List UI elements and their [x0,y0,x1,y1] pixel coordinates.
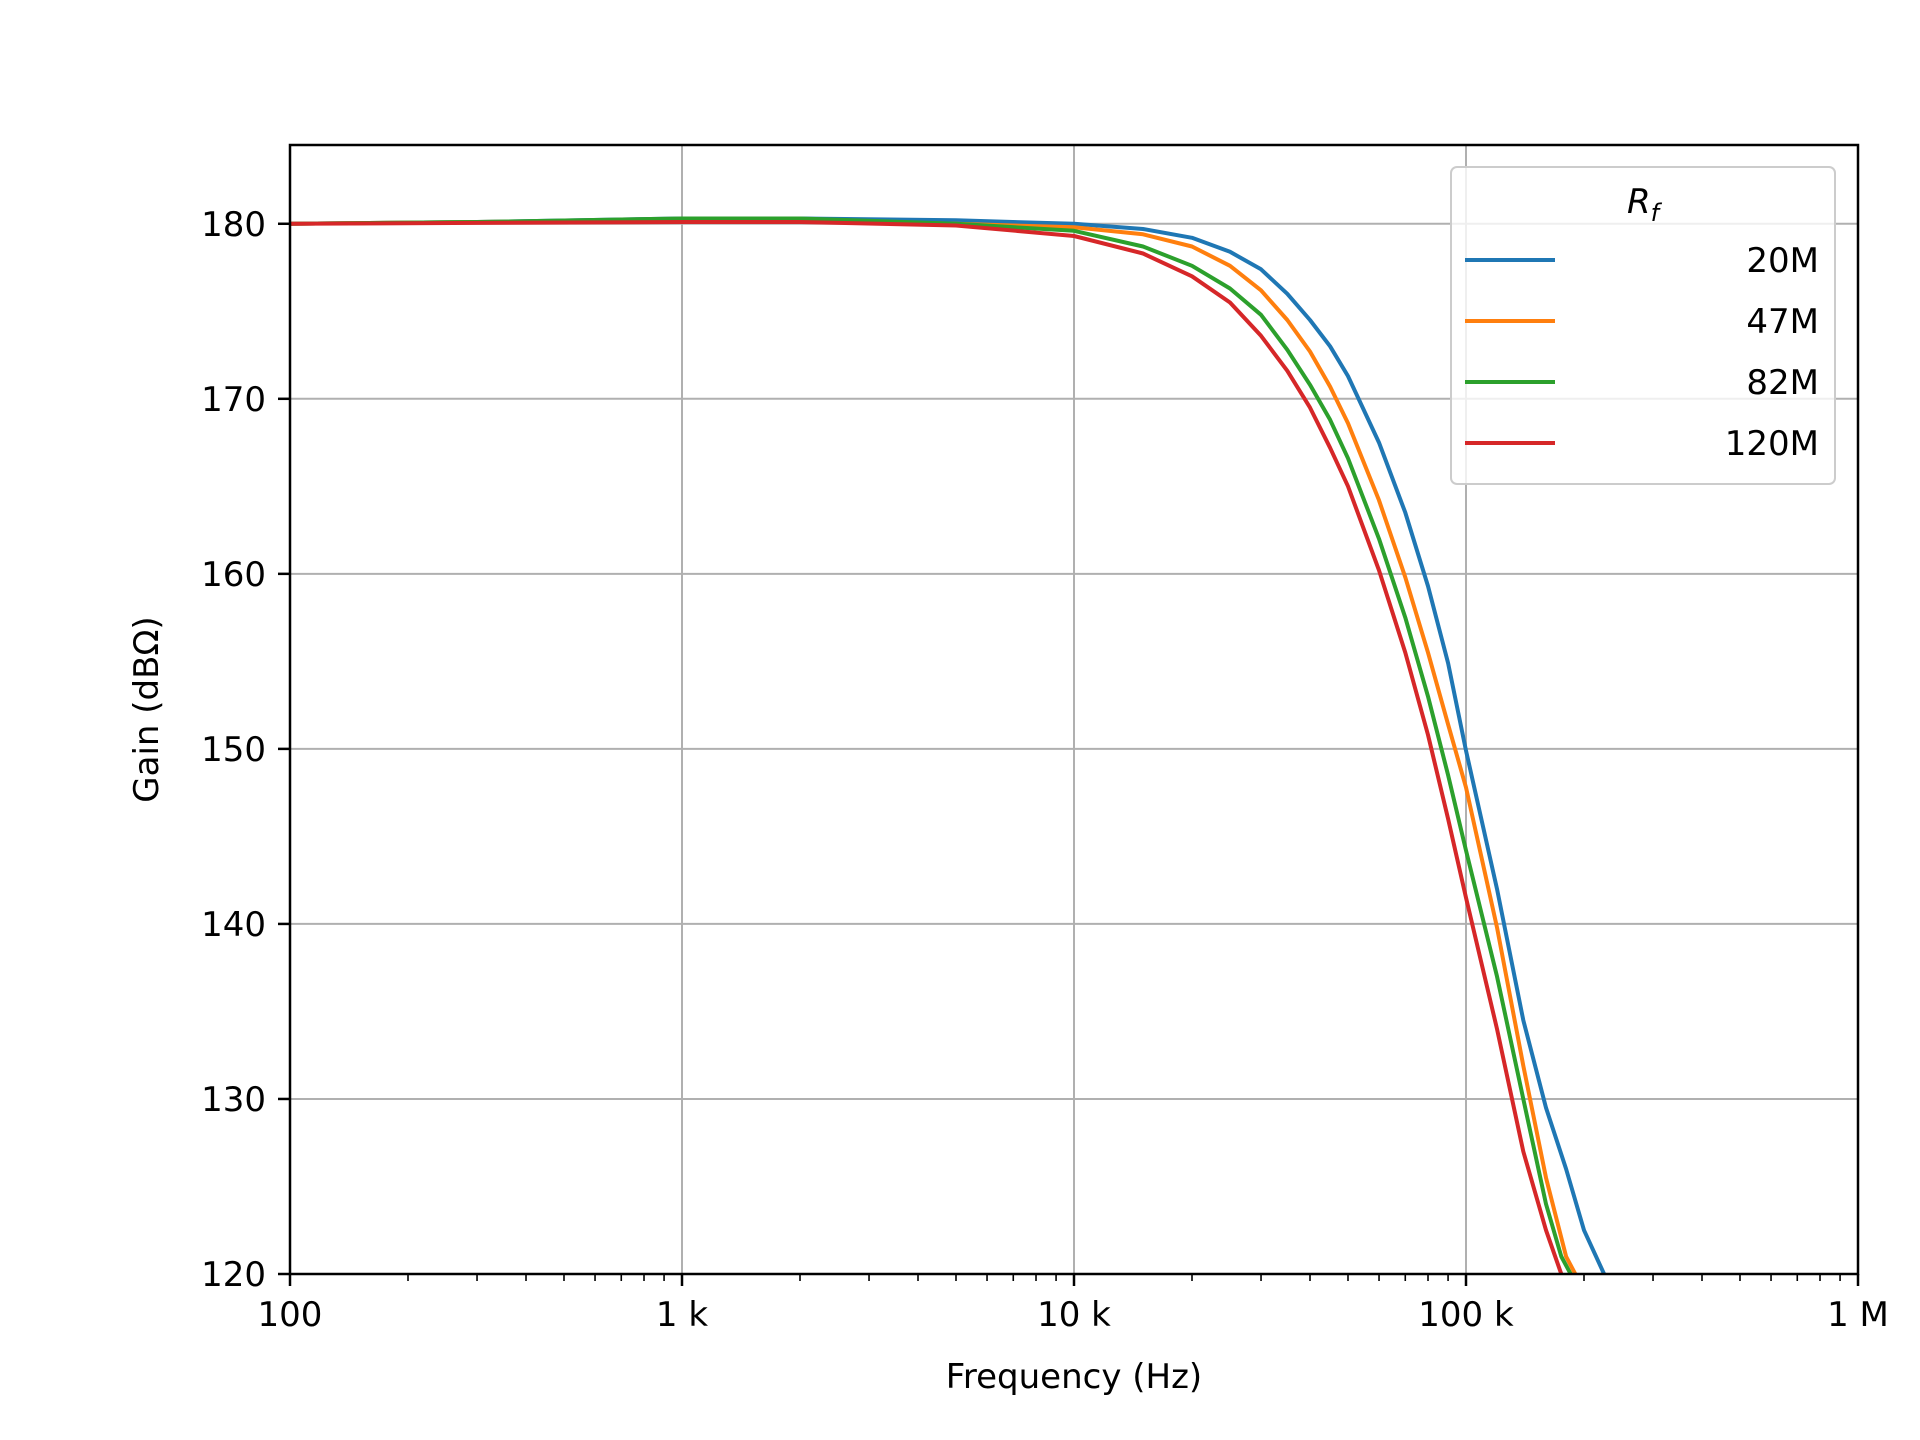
legend-label: 120M [1725,424,1819,464]
y-tick-label: 170 [201,380,266,420]
y-tick-label: 130 [201,1080,266,1120]
y-tick-label: 180 [201,205,266,245]
axis-ticks: 100 1 k 10 k 100 k 1 M 120 130 140 150 160 170 180 [201,205,1889,1335]
plot-series [290,216,1607,1274]
x-tick-label: 10 k [1037,1295,1111,1335]
y-tick-label: 120 [201,1255,266,1295]
y-tick-label: 160 [201,555,266,595]
x-tick-label: 1 k [656,1295,708,1335]
x-tick-label: 100 [258,1295,323,1335]
legend-box [1450,166,1836,485]
legend-label: 20M [1746,241,1819,281]
y-tick-label: 140 [201,905,266,945]
series-line-120M [290,220,1564,1274]
series-line-47M [290,218,1578,1274]
legend-label: 47M [1746,302,1819,342]
y-axis-label: Gain (dBΩ) [127,616,167,802]
x-tick-label: 1 M [1827,1295,1889,1335]
legend-entries: 20M 47M 82M 120M [1465,241,1819,464]
series-line-82M [290,216,1573,1274]
legend-label: 82M [1746,363,1819,403]
x-tick-label: 100 k [1418,1295,1514,1335]
y-tick-label: 150 [201,730,266,770]
series-line-20M [290,216,1607,1274]
x-axis-label: Frequency (Hz) [946,1357,1202,1397]
legend-title-base: R [1627,182,1651,222]
